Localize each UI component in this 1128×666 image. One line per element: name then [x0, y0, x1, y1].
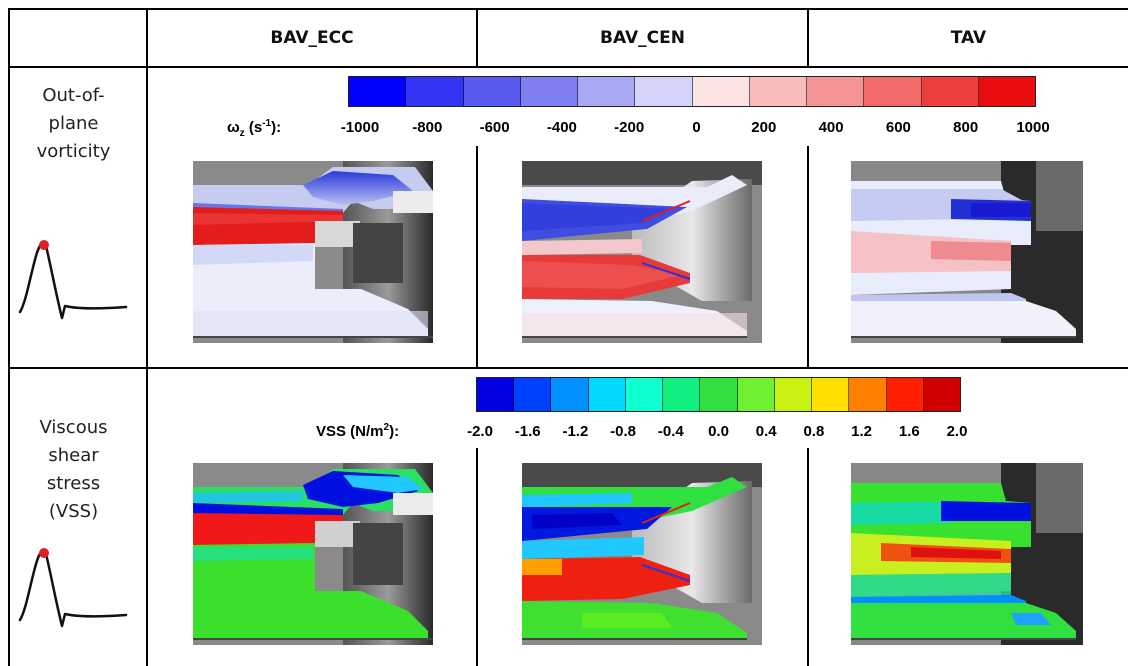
- vorticity-colorbar-tick-label: 1000: [1016, 119, 1050, 136]
- vss-field-tav: [851, 463, 1083, 645]
- vorticity-colorbar-swatch: [692, 77, 750, 106]
- vss-field-bav-cen: [522, 463, 762, 645]
- vorticity-colorbar-tick-label: -800: [412, 119, 443, 136]
- table-border-top: [8, 8, 1128, 10]
- vorticity-colorbar-ticks: -1000 -800 -600 -400 -200 0 200 400 600 800 1000: [0, 119, 1128, 139]
- vss-colorbar-tick-label: 0.0: [708, 423, 729, 440]
- vss-colorbar-tick-label: -0.4: [657, 423, 684, 440]
- column-header-bav-ecc: BAV_ECC: [270, 28, 354, 48]
- vorticity-field-bav-cen: [522, 161, 762, 343]
- col-divider-2-row1: [807, 146, 809, 367]
- row-label-vss: Viscous shear stress (VSS): [39, 417, 108, 522]
- column-header-bav-cen: BAV_CEN: [600, 28, 685, 48]
- cardiac-waveform-icon: [18, 548, 128, 628]
- table-border-left: [8, 8, 10, 666]
- vss-colorbar-swatch: [700, 378, 738, 411]
- vorticity-colorbar-tick-label: 600: [885, 119, 911, 136]
- col-divider-1-header: [476, 8, 478, 66]
- vorticity-colorbar-swatch: [921, 77, 979, 106]
- vorticity-colorbar-tick-label: 800: [953, 119, 979, 136]
- vorticity-colorbar-swatch: [349, 77, 407, 106]
- vss-colorbar-tick-label: -1.6: [514, 423, 541, 440]
- column-header-tav: TAV: [950, 28, 987, 48]
- vss-colorbar-swatch: [477, 378, 515, 411]
- vss-colorbar-swatch: [551, 378, 589, 411]
- vss-colorbar-swatch: [923, 378, 961, 411]
- row-divider: [8, 367, 1128, 369]
- row-label-vorticity: Out-of- plane vorticity: [36, 85, 111, 162]
- vss-field-bav-ecc: [193, 463, 433, 645]
- vss-colorbar: [476, 377, 961, 412]
- vorticity-colorbar-swatch: [578, 77, 636, 106]
- vss-colorbar-swatch: [886, 378, 924, 411]
- vss-colorbar-tick-label: 2.0: [946, 423, 968, 440]
- header-row-divider: [8, 66, 1128, 68]
- vss-colorbar-tick-label: 0.8: [803, 423, 825, 440]
- vorticity-colorbar-tick-label: 200: [751, 119, 777, 136]
- vorticity-colorbar-swatch: [864, 77, 922, 106]
- vorticity-colorbar-tick-label: -400: [546, 119, 577, 136]
- vorticity-colorbar-tick-label: -200: [614, 119, 645, 136]
- col-divider-1-row2: [476, 448, 478, 666]
- vorticity-colorbar-tick-label: 0: [692, 119, 701, 136]
- vss-colorbar-swatch: [514, 378, 552, 411]
- vss-colorbar-swatch: [625, 378, 664, 411]
- vorticity-colorbar-swatch: [463, 77, 521, 106]
- col-divider-2-row2: [807, 448, 809, 666]
- vorticity-colorbar-swatch: [807, 77, 865, 106]
- vorticity-colorbar: [348, 76, 1036, 107]
- vorticity-field-tav: [851, 161, 1083, 343]
- vorticity-colorbar-tick-label: 400: [818, 119, 844, 136]
- vorticity-colorbar-swatch: [978, 77, 1035, 106]
- vss-colorbar-swatch: [737, 378, 775, 411]
- col-divider-2-header: [807, 8, 809, 66]
- vorticity-colorbar-tick-label: -600: [479, 119, 510, 136]
- label-column-divider: [146, 8, 148, 666]
- vorticity-colorbar-swatch: [520, 77, 578, 106]
- vss-colorbar-tick-label: -1.2: [562, 423, 589, 440]
- vorticity-colorbar-label: ωz (s-1):: [227, 118, 282, 139]
- vss-colorbar-swatch: [849, 378, 887, 411]
- vss-colorbar-tick-label: -2.0: [467, 423, 493, 440]
- vss-colorbar-swatch: [812, 378, 850, 411]
- vss-colorbar-tick-label: 1.6: [898, 423, 920, 440]
- vss-colorbar-tick-label: 0.4: [755, 423, 777, 440]
- vorticity-colorbar-swatch: [406, 77, 464, 106]
- vorticity-field-bav-ecc: [193, 161, 433, 343]
- vss-colorbar-swatch: [663, 378, 701, 411]
- vss-colorbar-label: VSS (N/m2):: [316, 422, 400, 440]
- vorticity-colorbar-swatch: [635, 77, 693, 106]
- vss-colorbar-tick-label: 1.2: [851, 423, 873, 440]
- vss-colorbar-tick-label: -0.8: [610, 423, 637, 440]
- col-divider-1-row1: [476, 146, 478, 367]
- vorticity-colorbar-swatch: [749, 77, 807, 106]
- vorticity-colorbar-tick-label: -1000: [340, 119, 380, 136]
- vss-colorbar-swatch: [774, 378, 813, 411]
- vss-colorbar-ticks: -2.0 -1.6 -1.2 -0.8 -0.4 0.0 0.4 0.8 1.2 1.6 2.0: [0, 423, 1128, 443]
- vss-colorbar-swatch: [588, 378, 626, 411]
- cardiac-waveform-icon: [18, 240, 128, 320]
